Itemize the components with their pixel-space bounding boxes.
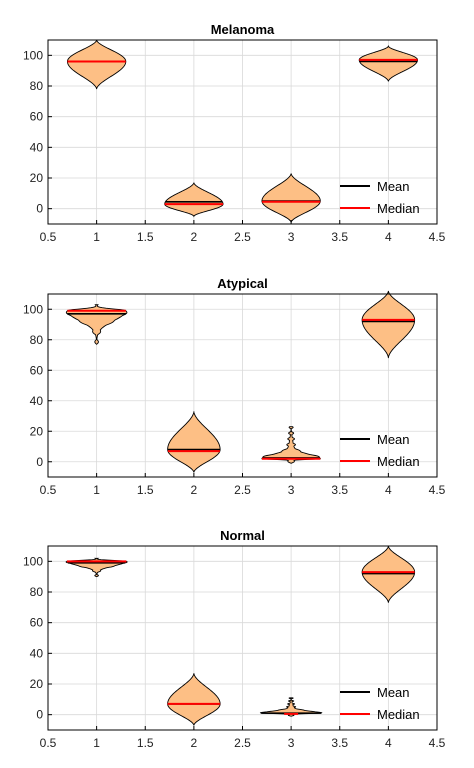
legend: Mean Median xyxy=(340,685,420,722)
x-tick-label: 3.5 xyxy=(331,736,348,750)
legend-mean-label: Mean xyxy=(377,432,410,447)
x-tick-label: 1 xyxy=(93,736,100,750)
y-tick-label: 80 xyxy=(30,79,44,93)
x-tick-label: 4.5 xyxy=(429,483,446,497)
x-tick-label: 1 xyxy=(93,483,100,497)
legend-median-label: Median xyxy=(377,454,420,469)
violin-body xyxy=(261,426,321,464)
x-tick-label: 4.5 xyxy=(429,736,446,750)
y-tick-label: 0 xyxy=(36,455,43,469)
violin-3 xyxy=(261,173,321,223)
legend-median-label: Median xyxy=(377,201,420,216)
x-tick-label: 1.5 xyxy=(137,230,154,244)
y-tick-label: 100 xyxy=(23,48,43,62)
y-tick-label: 80 xyxy=(30,333,44,347)
x-tick-label: 1 xyxy=(93,230,100,244)
legend: Mean Median xyxy=(340,179,420,216)
x-tick-label: 3.5 xyxy=(331,230,348,244)
y-tick-label: 100 xyxy=(23,554,43,568)
violin-3 xyxy=(261,426,321,464)
x-tick-label: 2.5 xyxy=(234,483,251,497)
panel-normal: 0.5 1 1.5 2 2.5 3 3.5 4 4.5 0 20 40 60 80 100 Normal Mea… xyxy=(23,528,446,750)
legend-mean-label: Mean xyxy=(377,179,410,194)
panel-melanoma: 0.5 1 1.5 2 2.5 3 3.5 4 4.5 0 20 40 60 80 100 Melanoma M… xyxy=(23,22,446,244)
y-tick-label: 80 xyxy=(30,585,44,599)
violin-body xyxy=(361,290,416,359)
x-tick-label: 2.5 xyxy=(234,230,251,244)
y-tick-label: 100 xyxy=(23,302,43,316)
violin-body xyxy=(167,673,221,726)
violin-body xyxy=(358,44,418,82)
x-tick-label: 3 xyxy=(288,483,295,497)
x-tick-label: 4 xyxy=(385,736,392,750)
violin-4 xyxy=(358,44,418,82)
panel-title: Normal xyxy=(220,528,265,543)
grid xyxy=(48,40,437,224)
y-tick-label: 40 xyxy=(30,140,44,154)
x-tick-label: 3 xyxy=(288,230,295,244)
y-tick-label: 20 xyxy=(30,677,44,691)
violin-1 xyxy=(65,304,128,345)
x-tick-label: 4 xyxy=(385,483,392,497)
x-tick-label: 1.5 xyxy=(137,736,154,750)
y-tick-label: 60 xyxy=(30,110,44,124)
y-tick-label: 40 xyxy=(30,394,44,408)
x-tick-label: 0.5 xyxy=(40,736,57,750)
x-tick-label: 2 xyxy=(191,483,198,497)
violin-2 xyxy=(167,673,221,726)
y-tick-label: 0 xyxy=(36,202,43,216)
x-tick-label: 1.5 xyxy=(137,483,154,497)
x-tick-label: 0.5 xyxy=(40,230,57,244)
y-tick-label: 40 xyxy=(30,646,44,660)
panel-title: Atypical xyxy=(217,276,268,291)
x-tick-label: 2.5 xyxy=(234,736,251,750)
violin-3 xyxy=(259,697,323,717)
violin-2 xyxy=(164,182,224,218)
violin-2 xyxy=(167,411,221,473)
legend: Mean Median xyxy=(340,432,420,469)
violin-1 xyxy=(65,557,128,578)
y-tick-label: 20 xyxy=(30,424,44,438)
violin-body xyxy=(167,411,221,473)
violin-body xyxy=(261,173,321,223)
x-tick-label: 0.5 xyxy=(40,483,57,497)
violin-4 xyxy=(361,290,416,359)
grid xyxy=(48,294,437,477)
x-tick-label: 3.5 xyxy=(331,483,348,497)
x-tick-label: 4 xyxy=(385,230,392,244)
x-tick-label: 3 xyxy=(288,736,295,750)
y-tick-label: 60 xyxy=(30,363,44,377)
x-tick-label: 2 xyxy=(191,736,198,750)
panel-atypical: 0.5 1 1.5 2 2.5 3 3.5 4 4.5 0 20 40 60 80 100 Atypical M… xyxy=(23,276,446,497)
x-tick-label: 4.5 xyxy=(429,230,446,244)
x-tick-label: 2 xyxy=(191,230,198,244)
legend-median-label: Median xyxy=(377,707,420,722)
violin-body xyxy=(259,697,323,717)
y-tick-label: 20 xyxy=(30,171,44,185)
violin-body xyxy=(164,182,224,218)
y-tick-label: 60 xyxy=(30,616,44,630)
y-tick-label: 0 xyxy=(36,708,43,722)
legend-mean-label: Mean xyxy=(377,685,410,700)
panel-title: Melanoma xyxy=(211,22,275,37)
